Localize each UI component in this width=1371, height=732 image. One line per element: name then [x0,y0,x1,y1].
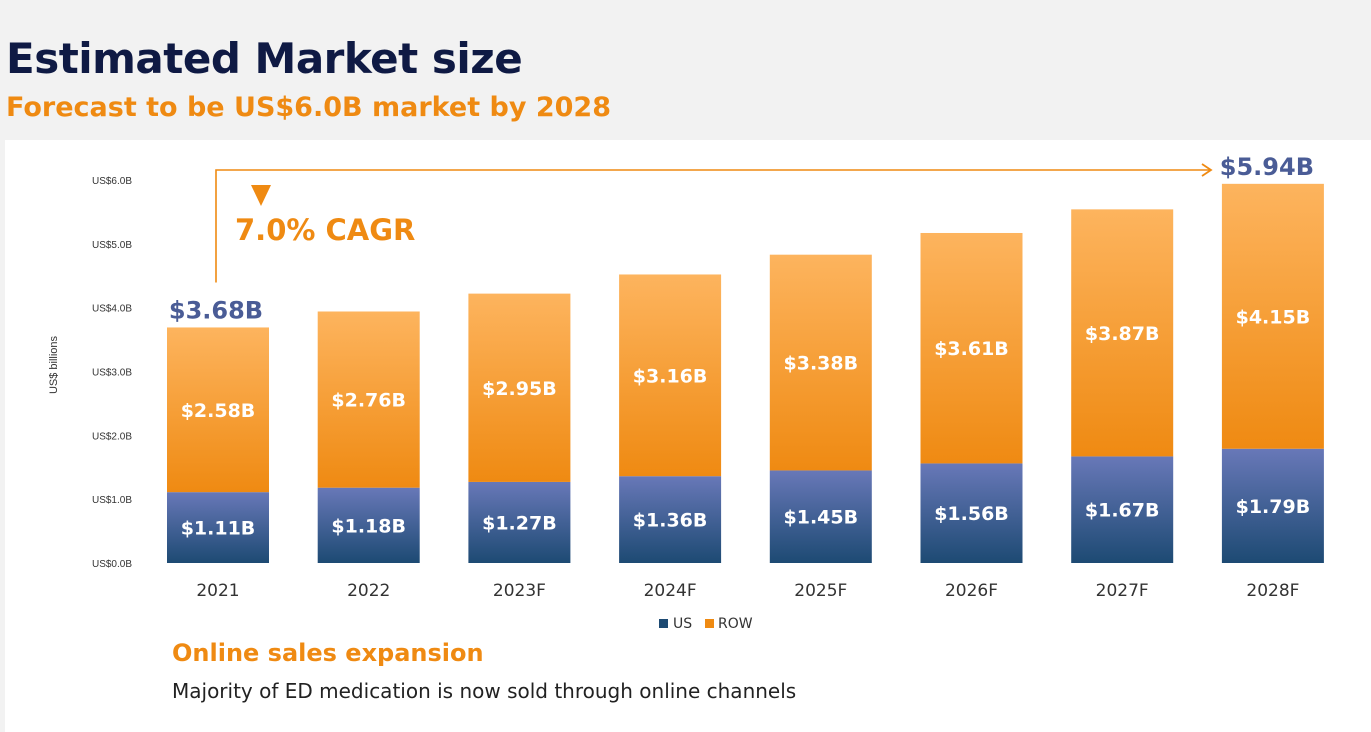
bar-row-2025F [769,254,872,471]
y-tick-label: US$4.0B [92,304,132,315]
cagr-down-triangle-icon [251,185,271,206]
legend-label-row: ROW [718,616,753,632]
x-tick-label-2026F: 2026F [945,581,998,601]
y-tick-label: US$0.0B [92,559,132,570]
data-label-row-2028F: $4.15B [1236,306,1311,328]
data-label-us-2022: $1.18B [331,515,406,537]
bar-row-2027F [1071,209,1174,457]
data-label-row-2024F: $3.16B [633,365,708,387]
y-tick-label: US$6.0B [92,176,132,187]
data-label-us-2023F: $1.27B [482,512,557,534]
data-label-row-2021: $2.58B [181,400,256,422]
bar-row-2024F [619,274,722,477]
bar-us-2022 [317,487,420,563]
market-size-chart: US$ billions US$0.0B US$1.0B US$2.0B US$3.0B… [48,153,1324,632]
bar-us-2025F [769,470,872,563]
start-total-label: $3.68B [169,296,263,324]
x-tick-label-2027F: 2027F [1096,581,1149,601]
bar-us-2024F [619,476,722,563]
y-tick-label: US$1.0B [92,495,132,506]
page-title: Estimated Market size [6,34,523,83]
data-label-row-2025F: $3.38B [784,353,859,375]
bar-us-2026F [920,463,1023,563]
bar-us-2023F [468,481,571,563]
data-label-row-2027F: $3.87B [1085,323,1160,345]
y-tick-label: US$3.0B [92,368,132,379]
bar-row-2021 [167,327,269,493]
x-tick-label-2028F: 2028F [1246,581,1299,601]
data-label-row-2026F: $3.61B [934,338,1009,360]
bar-row-2022 [317,311,420,488]
data-label-us-2025F: $1.45B [784,507,859,529]
cagr-arrowhead-icon [1201,163,1213,177]
data-label-us-2028F: $1.79B [1236,496,1311,518]
y-axis-title: US$ billions [48,335,60,394]
cagr-label: 7.0% CAGR [235,213,415,247]
bar-row-2028F [1221,183,1324,449]
data-label-row-2023F: $2.95B [482,378,557,400]
data-label-us-2024F: $1.36B [633,510,708,532]
legend-label-us: US [673,616,692,632]
legend-swatch-us [659,619,668,628]
data-label-us-2026F: $1.56B [934,503,1009,525]
bar-us-2027F [1071,456,1174,563]
x-tick-label-2025F: 2025F [794,581,847,601]
x-tick-label-2021: 2021 [196,581,239,601]
legend-swatch-row [705,619,714,628]
bar-row-2023F [468,293,571,482]
cagr-connector-line [215,169,1210,283]
data-label-us-2027F: $1.67B [1085,500,1160,522]
bar-us-2021 [167,492,269,563]
x-tick-label-2023F: 2023F [493,581,546,601]
x-tick-label-2024F: 2024F [644,581,697,601]
y-tick-label: US$2.0B [92,431,132,442]
page-subtitle: Forecast to be US$6.0B market by 2028 [6,92,611,123]
chart-panel: US$ billions US$0.0B US$1.0B US$2.0B US$3.0B… [5,140,1371,732]
data-label-row-2022: $2.76B [331,390,406,412]
callout-heading: Online sales expansion [172,639,484,667]
bar-us-2028F [1221,448,1324,563]
callout-text: Majority of ED medication is now sold th… [172,679,797,703]
bar-row-2026F [920,232,1023,464]
data-label-us-2021: $1.11B [181,518,256,540]
x-tick-label-2022: 2022 [347,581,390,601]
y-tick-label: US$5.0B [92,240,132,251]
end-total-label: $5.94B [1220,153,1314,181]
